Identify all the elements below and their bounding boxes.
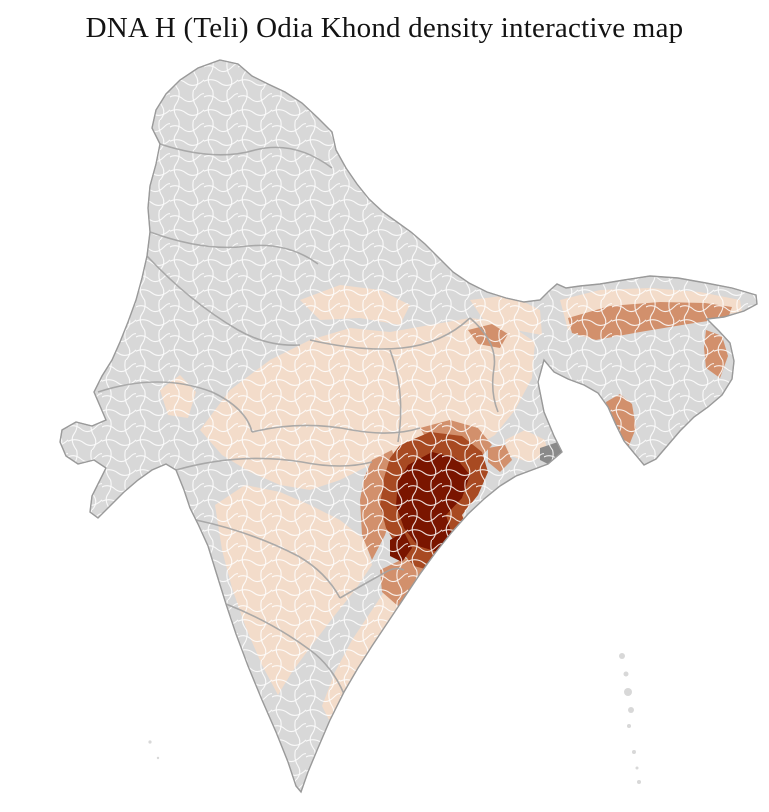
state-border-line bbox=[149, 231, 319, 265]
island-dot[interactable] bbox=[156, 756, 160, 760]
state-border-line bbox=[159, 143, 333, 169]
island-dot[interactable] bbox=[623, 671, 629, 677]
state-border-line bbox=[175, 457, 373, 471]
map-title: DNA H (Teli) Odia Khond density interact… bbox=[85, 12, 684, 44]
island-dot[interactable] bbox=[624, 688, 632, 696]
state-border-line bbox=[309, 317, 471, 350]
state-border-line bbox=[146, 255, 301, 347]
island-dot[interactable] bbox=[627, 724, 631, 728]
andaman-nicobar-islands[interactable] bbox=[619, 653, 641, 784]
state-border-line bbox=[97, 381, 253, 433]
island-dot[interactable] bbox=[619, 653, 625, 659]
state-border-line bbox=[469, 317, 499, 413]
island-dot[interactable] bbox=[148, 740, 152, 744]
island-dot[interactable] bbox=[628, 707, 634, 713]
state-borders bbox=[97, 143, 499, 695]
state-border-line bbox=[389, 349, 402, 443]
state-border-line bbox=[195, 519, 341, 599]
lakshadweep-islands[interactable] bbox=[148, 740, 160, 760]
island-dot[interactable] bbox=[637, 780, 641, 784]
state-border-line bbox=[339, 567, 405, 599]
island-dot[interactable] bbox=[635, 766, 639, 770]
state-border-line bbox=[225, 603, 345, 695]
island-dot[interactable] bbox=[632, 750, 636, 754]
